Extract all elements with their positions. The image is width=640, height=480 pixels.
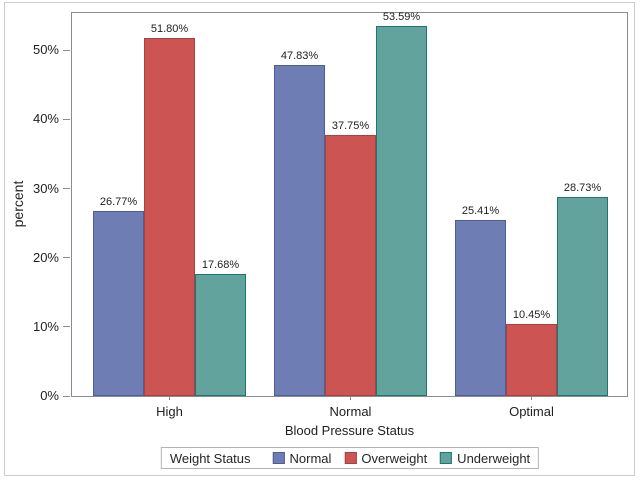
bar-value-label: 53.59% (382, 10, 421, 23)
bar-overweight-normal (325, 135, 376, 396)
legend-swatch-normal (272, 452, 285, 464)
x-category-label: Optimal (509, 404, 554, 419)
bar-overweight-high (144, 37, 195, 396)
bar-underweight-normal (376, 25, 427, 396)
y-tick-label: 10% (32, 318, 59, 334)
bar-normal-high (93, 210, 144, 396)
legend-entry-label: Normal (289, 450, 332, 466)
y-tick-mark (63, 49, 70, 51)
legend-entry-label: Underweight (457, 450, 531, 466)
bar-value-label: 26.77% (99, 195, 138, 208)
bar-value-label: 37.75% (331, 120, 370, 133)
legend: Weight Status Normal Overweight Underweigh… (160, 447, 540, 469)
x-tick-mark (169, 396, 170, 400)
x-tick-mark (531, 396, 532, 400)
legend-entries: Normal Overweight Underweight (272, 450, 530, 466)
bar-underweight-high (195, 273, 246, 396)
bar-value-label: 10.45% (512, 308, 551, 321)
y-tick-label: 30% (32, 180, 59, 196)
bar-normal-optimal (455, 220, 506, 396)
x-tick-mark (350, 396, 351, 400)
plot-area: 0% 10% 20% 30% 40% 50% High Normal Optimal 26.77%… (33, 10, 628, 419)
y-tick-mark (63, 188, 70, 190)
bar-value-label: 47.83% (280, 50, 319, 63)
legend-entry-normal: Normal (272, 450, 332, 466)
bar-underweight-optimal (557, 197, 608, 396)
y-tick-label: 40% (32, 111, 59, 127)
bar-value-label: 28.73% (563, 182, 602, 195)
legend-entry-underweight: Underweight (440, 451, 530, 466)
y-tick-mark (63, 395, 70, 397)
bar-overweight-optimal (506, 323, 557, 396)
y-axis-title: percent (10, 180, 26, 228)
y-tick-mark (63, 118, 70, 120)
y-tick-label: 20% (32, 249, 59, 265)
legend-swatch-overweight (344, 452, 357, 464)
legend-swatch-underweight (440, 452, 453, 464)
x-category-label: Normal (329, 404, 372, 419)
y-tick-mark (63, 326, 70, 328)
legend-title: Weight Status (169, 450, 251, 466)
legend-entry-overweight: Overweight (344, 451, 427, 466)
y-tick-label: 50% (32, 42, 59, 58)
bar-normal-normal (274, 65, 325, 396)
x-axis-title: Blood Pressure Status (284, 423, 415, 438)
bar-value-label: 25.41% (461, 205, 500, 218)
bar-value-label: 51.80% (150, 22, 189, 35)
y-tick-label: 0% (40, 388, 59, 403)
bar-value-label: 17.68% (201, 258, 240, 271)
x-category-label: High (156, 404, 183, 419)
y-tick-mark (63, 257, 70, 259)
legend-entry-label: Overweight (361, 450, 428, 466)
